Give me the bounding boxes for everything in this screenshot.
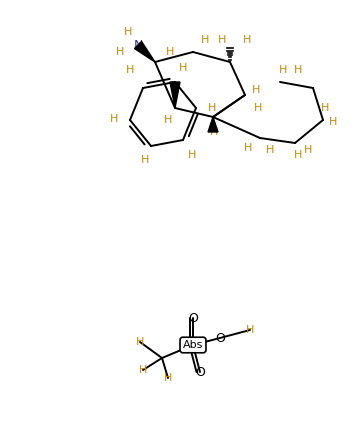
Text: H: H [126,65,134,75]
Polygon shape [170,82,180,108]
Text: H: H [164,373,172,383]
Text: H: H [210,127,218,137]
Text: H: H [218,35,226,45]
Text: N: N [133,38,143,52]
Polygon shape [135,41,155,62]
Text: H: H [179,63,187,73]
Text: O: O [188,311,198,324]
Text: H: H [188,150,196,160]
Text: H: H [124,27,132,37]
Text: H: H [304,145,312,155]
Text: H: H [279,65,287,75]
Polygon shape [208,117,218,132]
Text: H: H [246,325,254,335]
Text: H: H [208,103,216,113]
Text: H: H [201,35,209,45]
Text: H: H [166,47,174,57]
Text: O: O [215,332,225,344]
Text: H: H [266,145,274,155]
Text: H: H [141,155,149,165]
Text: H: H [329,117,337,127]
Text: H: H [164,115,172,125]
Text: H: H [243,35,251,45]
Text: H: H [110,114,118,124]
Text: H: H [136,337,144,347]
Text: H: H [321,103,329,113]
Text: H: H [294,65,302,75]
Text: H: H [294,150,302,160]
Text: H: H [139,365,147,375]
Text: Abs: Abs [183,340,203,350]
Text: O: O [195,365,205,379]
Text: H: H [252,85,260,95]
Text: H: H [116,47,124,57]
Text: H: H [244,143,252,153]
Text: H: H [254,103,262,113]
